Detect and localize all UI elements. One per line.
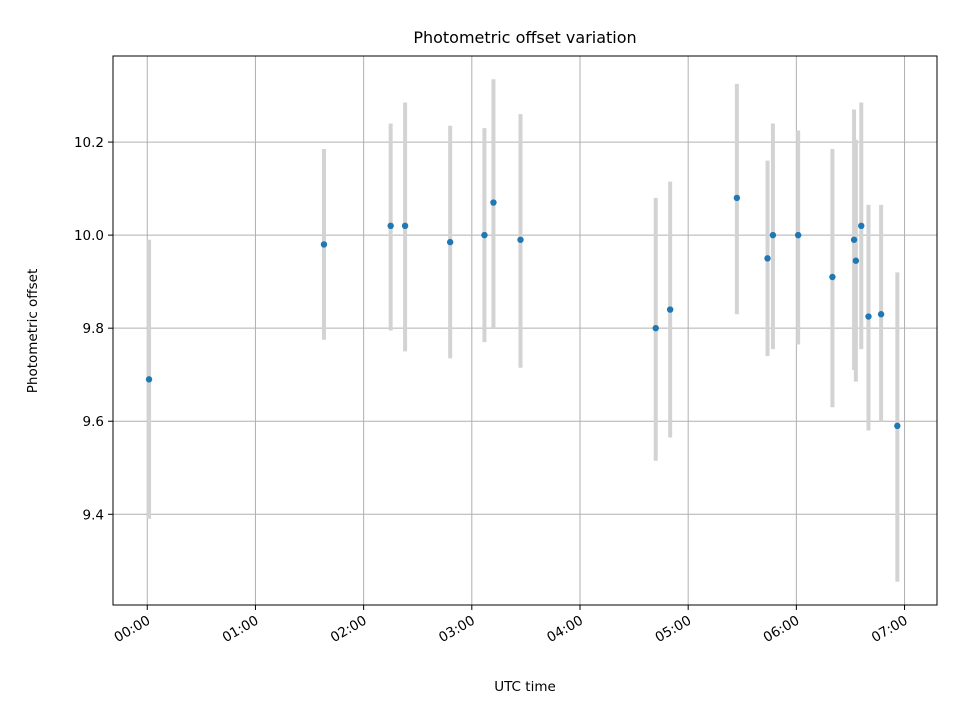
- data-point: [764, 255, 771, 262]
- data-point: [865, 313, 872, 320]
- data-point: [852, 257, 860, 264]
- data-point: [858, 222, 865, 230]
- data-point: [320, 241, 328, 248]
- x-tick-label: 07:00: [869, 613, 911, 646]
- grid-layer: [113, 56, 937, 605]
- x-tick-layer: 00:00 01:00 02:00 03:00 04:00 05:00 06:00 07:00: [112, 605, 911, 646]
- data-point: [517, 236, 524, 243]
- data-point: [145, 376, 153, 383]
- y-tick-label: 9.6: [83, 414, 104, 430]
- data-point: [850, 236, 858, 243]
- error-bar-layer: [147, 79, 900, 582]
- y-tick-layer: 9.4 9.6 9.8 10.0 10.2: [74, 135, 113, 523]
- data-point: [894, 422, 901, 430]
- data-point: [733, 194, 741, 202]
- x-axis-label: UTC time: [494, 679, 556, 695]
- data-point: [387, 222, 394, 230]
- data-point: [829, 273, 836, 281]
- data-point: [481, 231, 488, 239]
- x-tick-label: 06:00: [761, 613, 803, 646]
- x-tick-label: 03:00: [436, 613, 478, 646]
- x-tick-label: 00:00: [112, 613, 154, 646]
- y-tick-label: 10.2: [74, 135, 104, 151]
- y-tick-label: 10.0: [74, 228, 104, 244]
- x-tick-label: 05:00: [652, 613, 694, 646]
- x-tick-label: 01:00: [220, 613, 262, 646]
- data-point-layer: [145, 194, 901, 430]
- y-tick-label: 9.4: [83, 507, 104, 523]
- data-point: [769, 231, 777, 239]
- data-point: [490, 199, 497, 206]
- x-tick-label: 02:00: [328, 613, 370, 646]
- data-point: [401, 222, 409, 230]
- x-tick-label: 04:00: [544, 613, 586, 646]
- y-tick-label: 9.8: [83, 321, 104, 337]
- chart-title: Photometric offset variation: [413, 28, 636, 47]
- y-axis-label: Photometric offset: [25, 269, 41, 393]
- data-point: [446, 238, 454, 246]
- data-point: [794, 231, 802, 239]
- plot-frame: [112, 55, 938, 606]
- data-point: [877, 311, 885, 318]
- data-point: [652, 324, 659, 332]
- data-point: [666, 306, 674, 313]
